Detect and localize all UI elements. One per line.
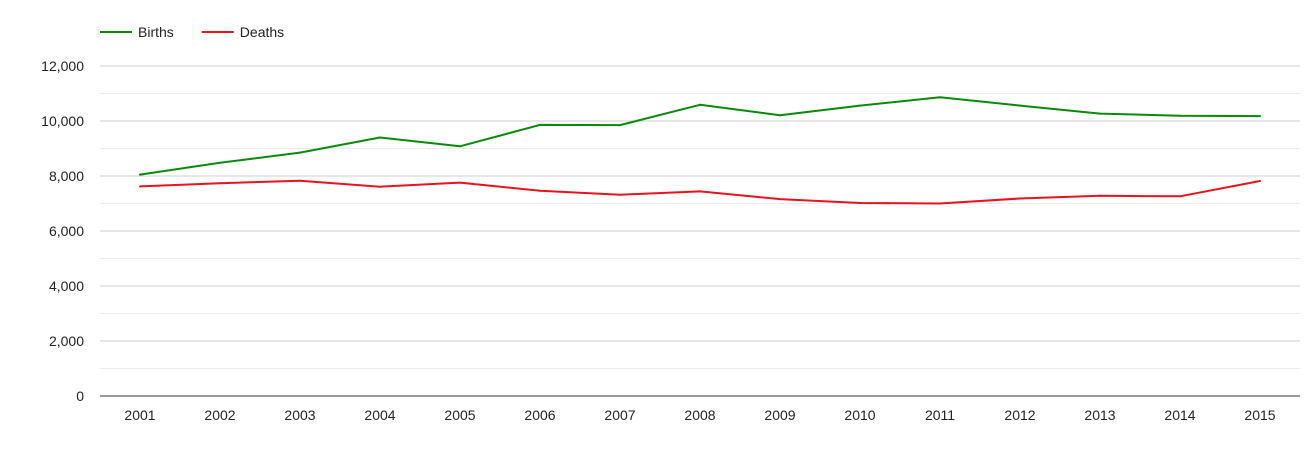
deaths-point <box>539 189 541 192</box>
deaths-point <box>219 182 221 185</box>
x-tick-label: 2003 <box>284 407 315 423</box>
births-point <box>219 161 221 164</box>
x-tick-label: 2005 <box>444 407 475 423</box>
x-tick-label: 2008 <box>684 407 715 423</box>
births-point <box>1099 112 1101 115</box>
deaths-point <box>859 201 861 204</box>
deaths-point <box>619 193 621 196</box>
y-tick-label: 8,000 <box>49 168 84 184</box>
x-tick-label: 2006 <box>524 407 555 423</box>
deaths-point <box>1179 195 1181 198</box>
births-point <box>859 104 861 107</box>
y-tick-label: 4,000 <box>49 278 84 294</box>
y-tick-label: 6,000 <box>49 223 84 239</box>
x-tick-label: 2011 <box>925 407 955 423</box>
deaths-point <box>459 181 461 184</box>
deaths-point <box>1259 179 1261 182</box>
x-tick-label: 2015 <box>1244 407 1275 423</box>
births-point <box>939 96 941 99</box>
deaths-point <box>299 179 301 182</box>
deaths-point <box>699 190 701 193</box>
deaths-point <box>779 198 781 201</box>
births-point <box>779 114 781 117</box>
series-lines <box>139 96 1261 205</box>
deaths-point <box>939 202 941 205</box>
deaths-point <box>139 185 141 188</box>
legend-label: Births <box>138 24 174 40</box>
x-tick-label: 2010 <box>844 407 875 423</box>
x-tick-label: 2012 <box>1004 407 1035 423</box>
legend-item-deaths: Deaths <box>201 24 284 40</box>
x-tick-label: 2007 <box>604 407 635 423</box>
births-point <box>299 151 301 154</box>
y-tick-label: 2,000 <box>49 333 84 349</box>
x-tick-label: 2009 <box>764 407 795 423</box>
births-point <box>539 123 541 126</box>
y-tick-label: 0 <box>76 388 84 404</box>
x-tick-label: 2014 <box>1164 407 1195 423</box>
x-axis: 2001 2002 2003 2004 2005 2006 2007 2008 2009 2010… <box>124 407 1275 423</box>
x-tick-label: 2001 <box>124 407 155 423</box>
births-point <box>699 103 701 106</box>
births-point <box>379 136 381 139</box>
births-point <box>1019 104 1021 107</box>
births-line <box>139 96 1261 176</box>
y-axis: 0 2,000 4,000 6,000 8,000 10,000 12,000 <box>41 58 84 404</box>
legend-label: Deaths <box>240 24 284 40</box>
deaths-point <box>1019 197 1021 200</box>
births-point <box>619 124 621 127</box>
deaths-point <box>379 185 381 188</box>
legend: Births Deaths <box>100 24 284 40</box>
births-point <box>1179 114 1181 117</box>
births-point <box>459 145 461 148</box>
x-tick-label: 2004 <box>364 407 395 423</box>
legend-item-births: Births <box>100 24 174 40</box>
x-tick-label: 2013 <box>1084 407 1115 423</box>
deaths-point <box>1099 194 1101 197</box>
x-tick-label: 2002 <box>204 407 235 423</box>
births-point <box>139 173 141 176</box>
births-point <box>1259 115 1261 118</box>
gridlines <box>100 65 1300 397</box>
y-tick-label: 12,000 <box>41 58 84 74</box>
y-tick-label: 10,000 <box>41 113 84 129</box>
